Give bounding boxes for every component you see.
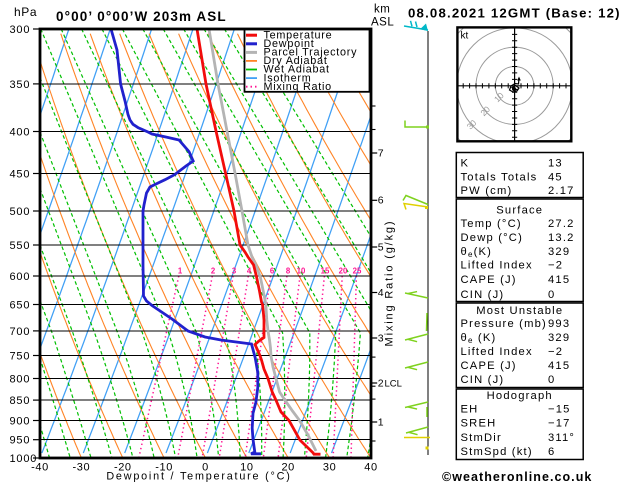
svg-text:Pressure (mb): Pressure (mb)	[461, 318, 547, 330]
svg-text:0: 0	[202, 462, 209, 474]
svg-text:Lifted Index: Lifted Index	[461, 346, 533, 358]
svg-text:350: 350	[10, 79, 31, 91]
svg-text:Dewpoint: Dewpoint	[264, 38, 315, 50]
svg-text:©weatheronline.co.uk: ©weatheronline.co.uk	[442, 470, 592, 484]
svg-text:EH: EH	[461, 403, 479, 415]
svg-text:Mixing Ratio (g/kg): Mixing Ratio (g/kg)	[384, 220, 396, 347]
svg-text:450: 450	[10, 169, 31, 181]
svg-text:hPa: hPa	[14, 5, 37, 19]
svg-text:km: km	[374, 4, 390, 16]
svg-text:2: 2	[378, 377, 384, 389]
svg-text:kt: kt	[461, 31, 469, 42]
svg-text:CAPE (J): CAPE (J)	[461, 360, 517, 372]
svg-text:ASL: ASL	[371, 17, 394, 29]
svg-text:Dewpoint / Temperature (°C): Dewpoint / Temperature (°C)	[106, 471, 291, 483]
svg-text:329: 329	[548, 332, 570, 344]
svg-text:Parcel Trajectory: Parcel Trajectory	[264, 47, 358, 59]
svg-text:25: 25	[353, 267, 362, 276]
svg-text:1: 1	[378, 416, 384, 428]
svg-text:-20: -20	[114, 462, 132, 474]
svg-text:08.08.2021 12GMT (Base: 12): 08.08.2021 12GMT (Base: 12)	[408, 6, 621, 21]
svg-text:0: 0	[548, 289, 555, 301]
svg-text:20: 20	[339, 267, 348, 276]
svg-text:400: 400	[10, 127, 31, 139]
svg-text:950: 950	[10, 435, 31, 447]
svg-text:10: 10	[297, 267, 306, 276]
svg-text:Most Unstable: Most Unstable	[476, 305, 563, 317]
svg-text:650: 650	[10, 300, 31, 312]
svg-text:3: 3	[378, 332, 384, 344]
svg-text:CIN (J): CIN (J)	[461, 374, 505, 386]
svg-text:4: 4	[247, 267, 252, 276]
svg-text:Mixing Ratio: Mixing Ratio	[264, 81, 332, 93]
svg-text:311°: 311°	[548, 432, 575, 444]
svg-text:−15: −15	[548, 403, 571, 415]
svg-text:700: 700	[10, 326, 31, 338]
svg-text:8: 8	[286, 267, 291, 276]
svg-text:6: 6	[378, 195, 384, 207]
svg-text:500: 500	[10, 206, 31, 218]
svg-text:Isotherm: Isotherm	[264, 72, 312, 84]
svg-text:-40: -40	[31, 462, 49, 474]
svg-text:4: 4	[378, 287, 384, 299]
svg-text:1: 1	[178, 267, 183, 276]
svg-text:45: 45	[548, 171, 563, 183]
svg-text:600: 600	[10, 271, 31, 283]
svg-text:750: 750	[10, 351, 31, 363]
svg-text:−17: −17	[548, 418, 571, 430]
svg-text:2.17: 2.17	[548, 185, 575, 197]
svg-text:−2: −2	[548, 260, 563, 272]
svg-text:PW (cm): PW (cm)	[461, 185, 513, 197]
svg-text:415: 415	[548, 274, 570, 286]
svg-text:550: 550	[10, 240, 31, 252]
svg-text:CAPE (J): CAPE (J)	[461, 274, 517, 286]
svg-text:Temp (°C): Temp (°C)	[461, 218, 522, 230]
svg-text:27.2: 27.2	[548, 218, 575, 230]
svg-text:300: 300	[10, 24, 31, 36]
svg-text:2: 2	[211, 267, 216, 276]
svg-text:6: 6	[548, 446, 555, 458]
svg-text:−2: −2	[548, 346, 563, 358]
svg-text:StmSpd (kt): StmSpd (kt)	[461, 446, 533, 458]
svg-text:20: 20	[281, 462, 294, 474]
svg-text:0°00’ 0°00’W 203m ASL: 0°00’ 0°00’W 203m ASL	[56, 9, 227, 24]
svg-text:3: 3	[232, 267, 237, 276]
svg-text:Dewp (°C): Dewp (°C)	[461, 232, 524, 244]
svg-text:993: 993	[548, 318, 570, 330]
svg-text:5: 5	[378, 241, 384, 253]
svg-text:θe (K): θe (K)	[461, 332, 497, 345]
svg-text:40: 40	[364, 462, 377, 474]
svg-text:Lifted Index: Lifted Index	[461, 260, 533, 272]
svg-text:K: K	[461, 158, 470, 170]
svg-text:LCL: LCL	[385, 378, 402, 389]
svg-text:6: 6	[270, 267, 275, 276]
svg-text:Totals Totals: Totals Totals	[461, 171, 538, 183]
svg-text:CIN (J): CIN (J)	[461, 289, 505, 301]
svg-text:-30: -30	[73, 462, 91, 474]
svg-text:15: 15	[321, 267, 330, 276]
svg-text:415: 415	[548, 360, 570, 372]
svg-text:800: 800	[10, 374, 31, 386]
svg-text:Wet Adiabat: Wet Adiabat	[264, 64, 330, 76]
svg-text:SREH: SREH	[461, 418, 497, 430]
svg-text:StmDir: StmDir	[461, 432, 502, 444]
svg-text:13: 13	[548, 158, 563, 170]
svg-text:Hodograph: Hodograph	[487, 390, 553, 402]
svg-text:Temperature: Temperature	[264, 29, 333, 41]
svg-text:1000: 1000	[10, 453, 38, 465]
svg-text:Surface: Surface	[496, 205, 543, 217]
svg-text:7: 7	[378, 147, 384, 159]
svg-text:0: 0	[548, 374, 555, 386]
svg-text:θe(K): θe(K)	[461, 246, 493, 259]
svg-text:-10: -10	[155, 462, 173, 474]
svg-text:30: 30	[323, 462, 336, 474]
svg-text:900: 900	[10, 416, 31, 428]
svg-text:850: 850	[10, 395, 31, 407]
svg-text:Dry Adiabat: Dry Adiabat	[264, 55, 328, 67]
svg-text:329: 329	[548, 246, 570, 258]
svg-text:13.2: 13.2	[548, 232, 575, 244]
svg-text:10: 10	[240, 462, 253, 474]
